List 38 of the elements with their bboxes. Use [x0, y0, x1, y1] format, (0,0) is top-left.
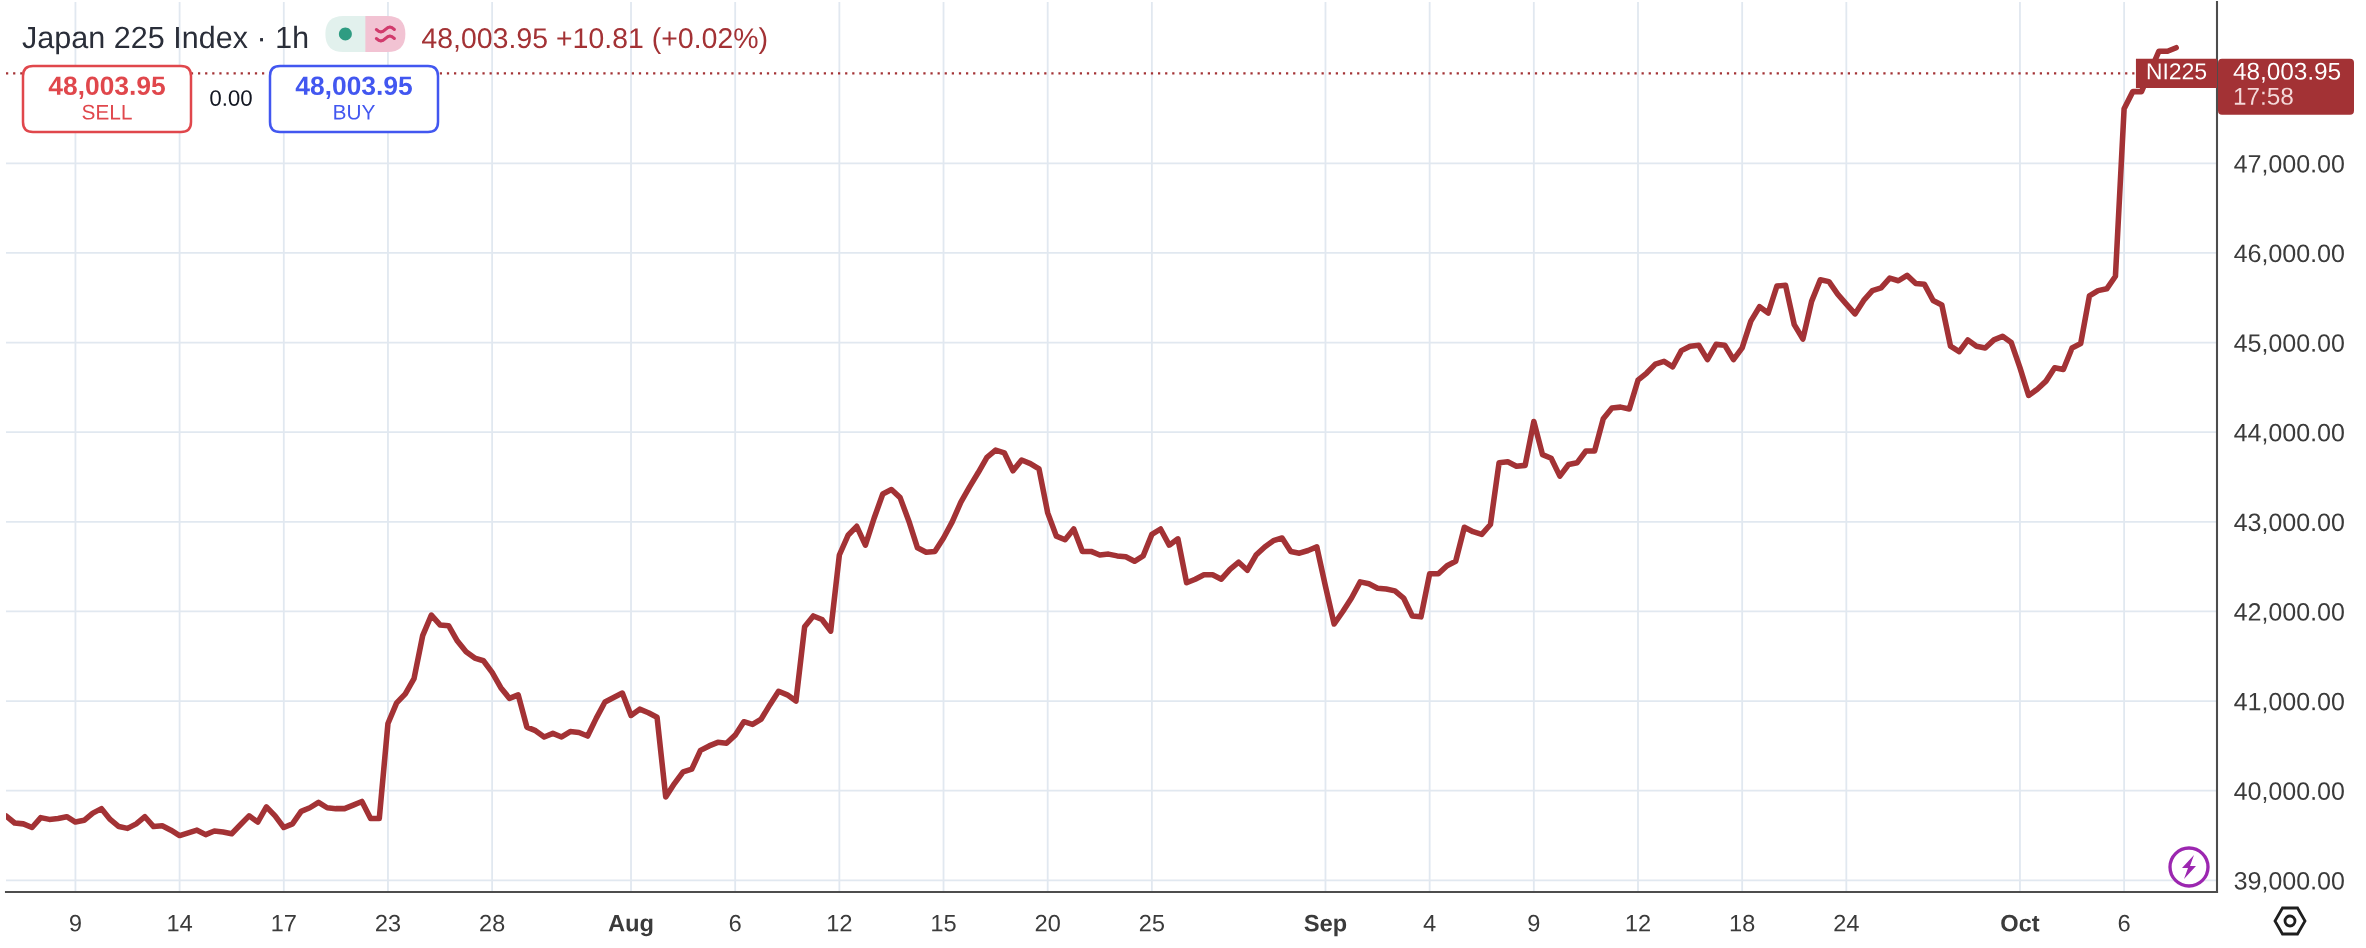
annotation: BUY [334, 105, 375, 120]
y-tick-label: 42,000.00 [2234, 603, 2344, 624]
x-tick-label: 23 [376, 914, 401, 932]
annotation: 48,003.95 +10.81 (+0.02%) [422, 27, 767, 54]
y-tick-label: 44,000.00 [2234, 423, 2344, 445]
x-tick-label: 6 [729, 914, 741, 932]
y-tick-label: 41,000.00 [2234, 692, 2344, 714]
x-tick-label: 28 [480, 914, 505, 932]
x-tick-label: Aug [608, 914, 653, 937]
ref-line-label: 48,003.95 [2233, 62, 2341, 83]
x-tick-label: 25 [1139, 914, 1165, 932]
y-tick-label: 47,000.00 [2234, 154, 2344, 176]
x-tick-label: Oct [2001, 914, 2040, 932]
annotation: 0.00 [210, 90, 252, 106]
x-tick-label: 17 [272, 915, 296, 932]
x-tick-label: 24 [1834, 914, 1859, 932]
x-tick-label: 6 [2118, 914, 2130, 932]
x-tick-label: 9 [1528, 914, 1540, 932]
x-tick-label: Sep [1304, 914, 1347, 937]
x-tick-label: 18 [1730, 914, 1755, 932]
annotation: NI225 [2147, 63, 2207, 80]
y-tick-label: 39,000.00 [2234, 871, 2344, 893]
x-tick-label: 15 [932, 915, 956, 932]
y-tick-label: 43,000.00 [2234, 513, 2344, 535]
text: 17:58 [2234, 87, 2293, 105]
y-tick-label: 45,000.00 [2234, 334, 2344, 355]
x-tick-label: 12 [828, 914, 852, 932]
annotation: 48,003.95 [295, 76, 412, 99]
annotation: SELL [82, 104, 132, 120]
x-tick-label: 12 [1626, 914, 1650, 932]
x-tick-label: 9 [69, 914, 81, 932]
text: Japan 225 Index · 1h [22, 25, 308, 55]
annotation: 48,003.95 [48, 76, 165, 99]
x-tick-label: 20 [1035, 914, 1060, 932]
y-tick-label: 40,000.00 [2234, 782, 2344, 803]
x-tick-label: 4 [1423, 915, 1436, 932]
y-tick-label: 46,000.00 [2234, 244, 2344, 266]
x-tick-label: 14 [168, 915, 193, 932]
